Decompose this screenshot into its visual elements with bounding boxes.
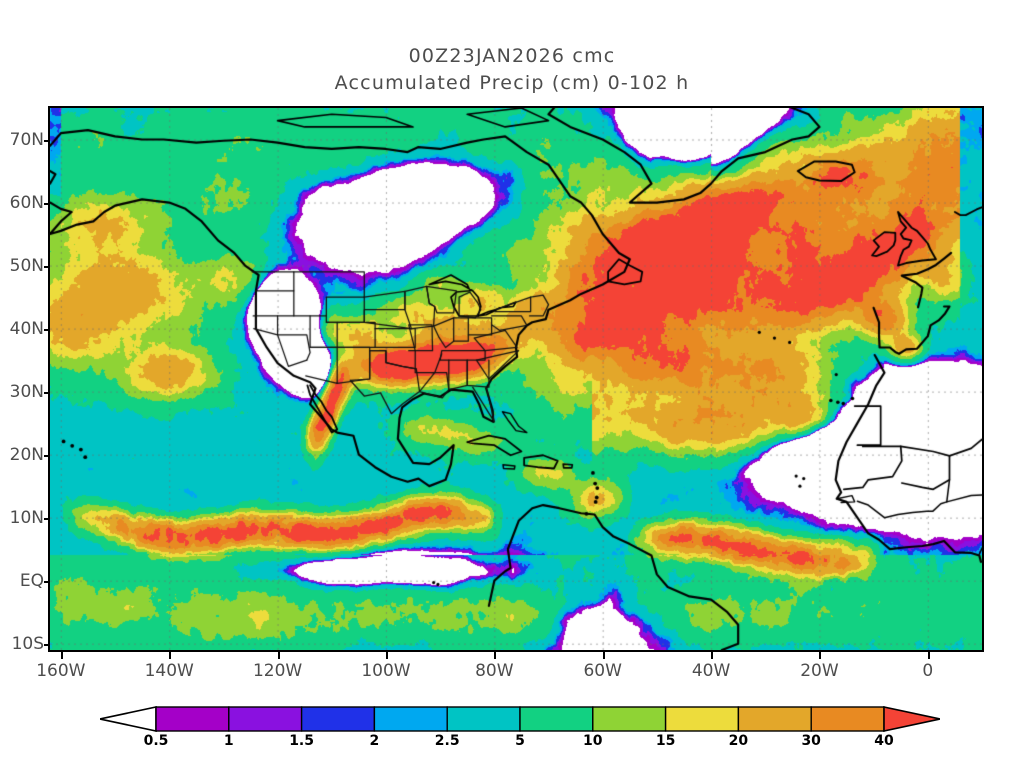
- colorbar-segment-9[interactable]: [810, 706, 885, 732]
- latitude-tick-label-10s: 10S: [11, 633, 44, 654]
- colorbar-segment-4[interactable]: [446, 706, 521, 732]
- colorbar-segment-8[interactable]: [737, 706, 812, 732]
- colorbar-tick-label-1: 1: [223, 733, 234, 749]
- colorbar-segment-7[interactable]: [664, 706, 740, 732]
- colorbar-tick-label-3: 2: [369, 733, 380, 749]
- longitude-tick-label-160w: 160W: [36, 661, 86, 681]
- longitude-tick-mark: [927, 652, 930, 659]
- longitude-tick-mark: [494, 652, 497, 659]
- longitude-tick-mark: [169, 652, 172, 659]
- latitude-tick-label-10n: 10N: [9, 507, 44, 528]
- latitude-tick-label-40n: 40N: [9, 318, 44, 339]
- latitude-tick-label-30n: 30N: [9, 381, 44, 402]
- colorbar-tick-label-4: 2.5: [434, 733, 460, 749]
- longitude-tick-label-40w: 40W: [691, 661, 731, 681]
- longitude-tick-label-140w: 140W: [144, 661, 194, 681]
- latitude-tick-mark: [44, 580, 51, 583]
- latitude-tick-label-60n: 60N: [9, 192, 44, 213]
- longitude-tick-label-80w: 80W: [475, 661, 514, 681]
- colorbar-tick-label-8: 20: [728, 733, 749, 749]
- longitude-tick-mark: [277, 652, 280, 659]
- colorbar-tick-label-10: 40: [874, 733, 894, 749]
- latitude-tick-label-eq: EQ: [19, 570, 44, 591]
- latitude-tick-mark: [44, 328, 51, 331]
- latitude-axis: 70N 60N 50N 40N 30N 20N 10N EQ 10S: [0, 106, 51, 654]
- longitude-tick-label-100w: 100W: [361, 661, 411, 681]
- latitude-tick-label-50n: 50N: [9, 255, 44, 276]
- latitude-tick-mark: [44, 391, 51, 394]
- longitude-tick-label-60w: 60W: [583, 661, 622, 681]
- longitude-tick-mark: [602, 652, 605, 659]
- precipitation-contour-map: [50, 108, 982, 650]
- longitude-tick-mark: [60, 652, 63, 659]
- longitude-tick-label-0: 0: [922, 661, 934, 681]
- colorbar-swatches: [100, 706, 940, 732]
- colorbar-tick-label-9: 30: [801, 733, 821, 749]
- colorbar-segment-3[interactable]: [373, 706, 448, 732]
- latitude-tick-mark: [44, 265, 51, 268]
- colorbar-tick-label-7: 15: [655, 733, 676, 749]
- precipitation-colorbar[interactable]: 0.5 1 1.5 2 2.5 5 10 15 20 30 40: [100, 706, 940, 752]
- colorbar-tick-label-2: 1.5: [289, 733, 314, 749]
- colorbar-segment-1[interactable]: [228, 706, 303, 732]
- chart-title-line-2: Accumulated Precip (cm) 0-102 h: [334, 72, 690, 94]
- colorbar-segment-2[interactable]: [300, 706, 376, 732]
- longitude-tick-label-20w: 20W: [800, 661, 839, 681]
- latitude-tick-mark: [44, 517, 51, 520]
- colorbar-tick-label-6: 10: [583, 733, 603, 749]
- colorbar-under-arrow: [100, 706, 157, 732]
- longitude-axis: 160W 140W 120W 100W 80W 60W 40W 20W 0: [36, 652, 984, 688]
- longitude-tick-mark: [711, 652, 714, 659]
- latitude-tick-mark: [44, 139, 51, 142]
- longitude-tick-mark: [819, 652, 822, 659]
- colorbar-tick-label-5: 5: [515, 733, 525, 749]
- map-plot-area[interactable]: [48, 106, 984, 652]
- longitude-tick-label-120w: 120W: [252, 661, 303, 681]
- colorbar-segment-0[interactable]: [155, 706, 230, 732]
- chart-title-line-1: 00Z23JAN2026 cmc: [408, 45, 616, 67]
- latitude-tick-label-20n: 20N: [9, 444, 44, 465]
- colorbar-tick-label-0: 0.5: [143, 733, 169, 749]
- colorbar-over-arrow: [883, 706, 940, 732]
- colorbar-segment-6[interactable]: [592, 706, 667, 732]
- latitude-tick-label-70n: 70N: [9, 129, 44, 150]
- latitude-tick-mark: [44, 202, 51, 205]
- latitude-tick-mark: [44, 643, 51, 646]
- longitude-tick-mark: [385, 652, 388, 659]
- latitude-tick-mark: [44, 454, 51, 457]
- colorbar-segment-5[interactable]: [519, 706, 594, 732]
